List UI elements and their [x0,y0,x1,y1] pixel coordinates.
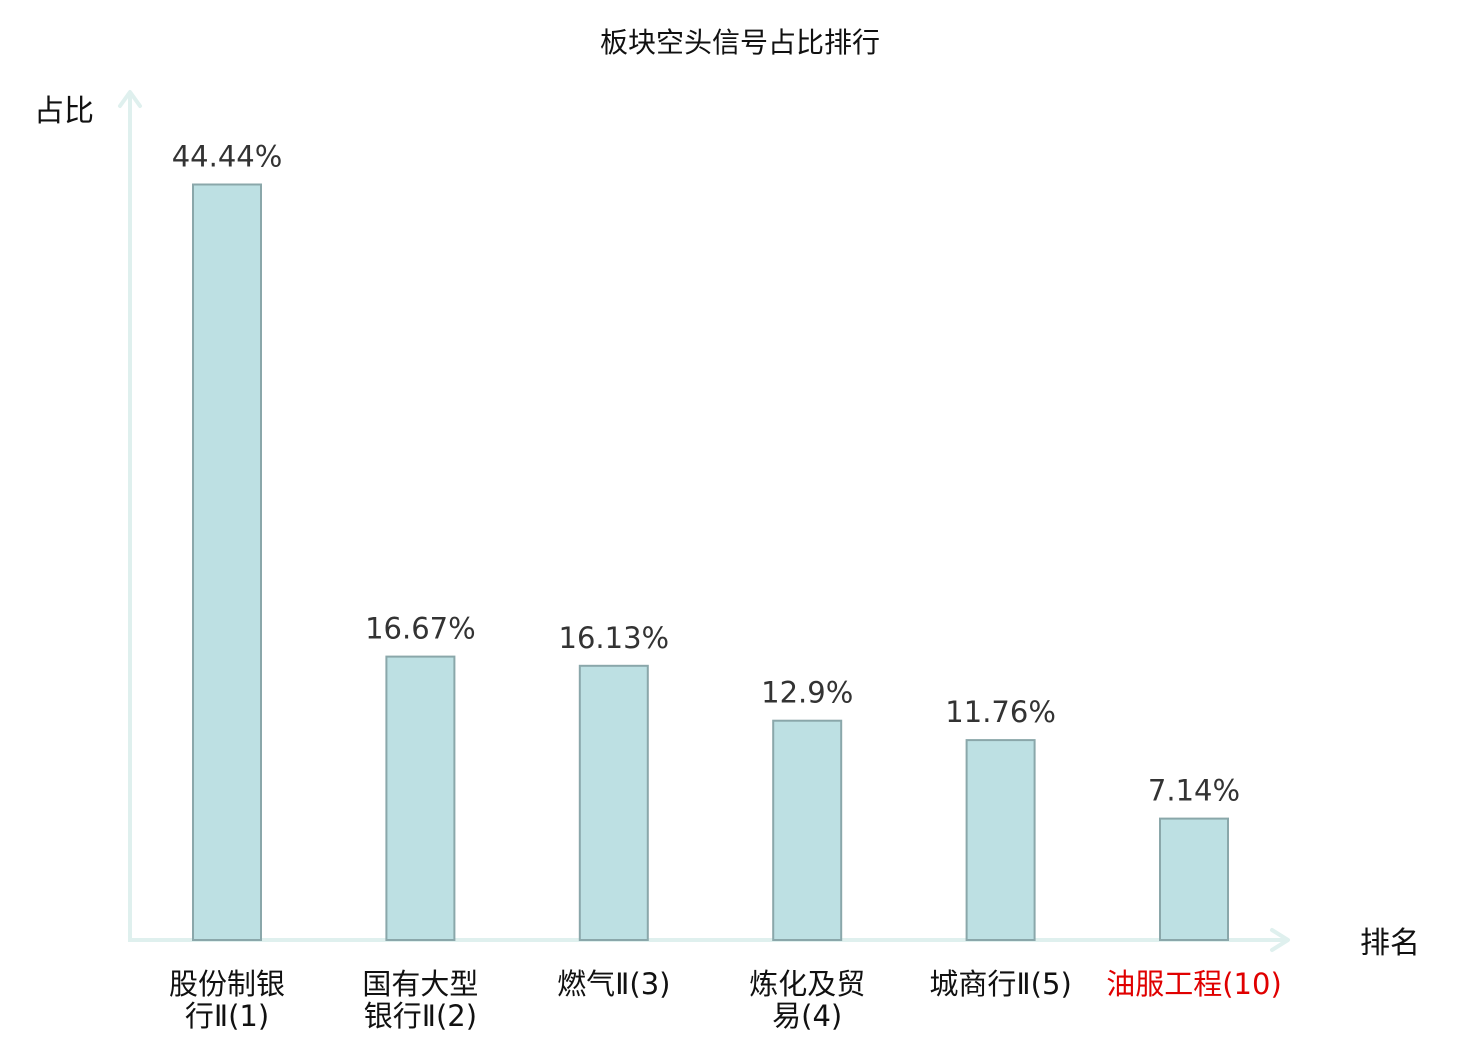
value-label-2: 16.67% [365,612,476,646]
y-axis [118,90,142,940]
value-label-4: 12.9% [761,676,853,710]
chart-title: 板块空头信号占比排行 [600,26,880,59]
y-axis-title: 占比 [34,94,94,129]
x-axis-title: 排名 [1360,926,1420,961]
bar-6 [1159,817,1229,941]
value-label-5: 11.76% [945,695,1056,729]
value-label-6: 7.14% [1148,774,1240,808]
value-label-3: 16.13% [559,621,670,655]
bar-2 [385,655,456,941]
category-label-4-line-2: 易(4) [772,999,842,1033]
category-label-1-line-1: 股份制银 [169,967,285,1001]
category-label-5-line-1: 城商行Ⅱ(5) [929,967,1071,1001]
bar-5 [965,739,1036,941]
bar-4 [772,719,843,942]
category-label-2-line-2: 银行Ⅱ(2) [364,999,477,1033]
value-labels: 44.44% 16.67% 16.13% 12.9% 11.76% 7.14% [172,140,1240,808]
category-label-3-line-1: 燃气Ⅱ(3) [557,967,670,1001]
bars [192,183,1229,942]
category-label-6-line-1: 油服工程(10) [1106,967,1282,1001]
category-label-1-line-2: 行Ⅱ(1) [185,999,269,1033]
category-label-2-line-1: 国有大型 [362,967,478,1001]
bar-1 [192,183,262,941]
value-label-1: 44.44% [172,140,283,174]
category-label-4-line-1: 炼化及贸 [749,967,865,1001]
bar-3 [578,664,649,941]
x-axis [128,928,1290,952]
